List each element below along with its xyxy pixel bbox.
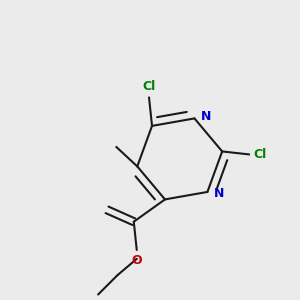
Text: N: N [214,187,224,200]
Text: Cl: Cl [142,80,156,93]
Text: Cl: Cl [254,148,267,161]
Text: N: N [201,110,211,122]
Text: O: O [131,254,142,266]
